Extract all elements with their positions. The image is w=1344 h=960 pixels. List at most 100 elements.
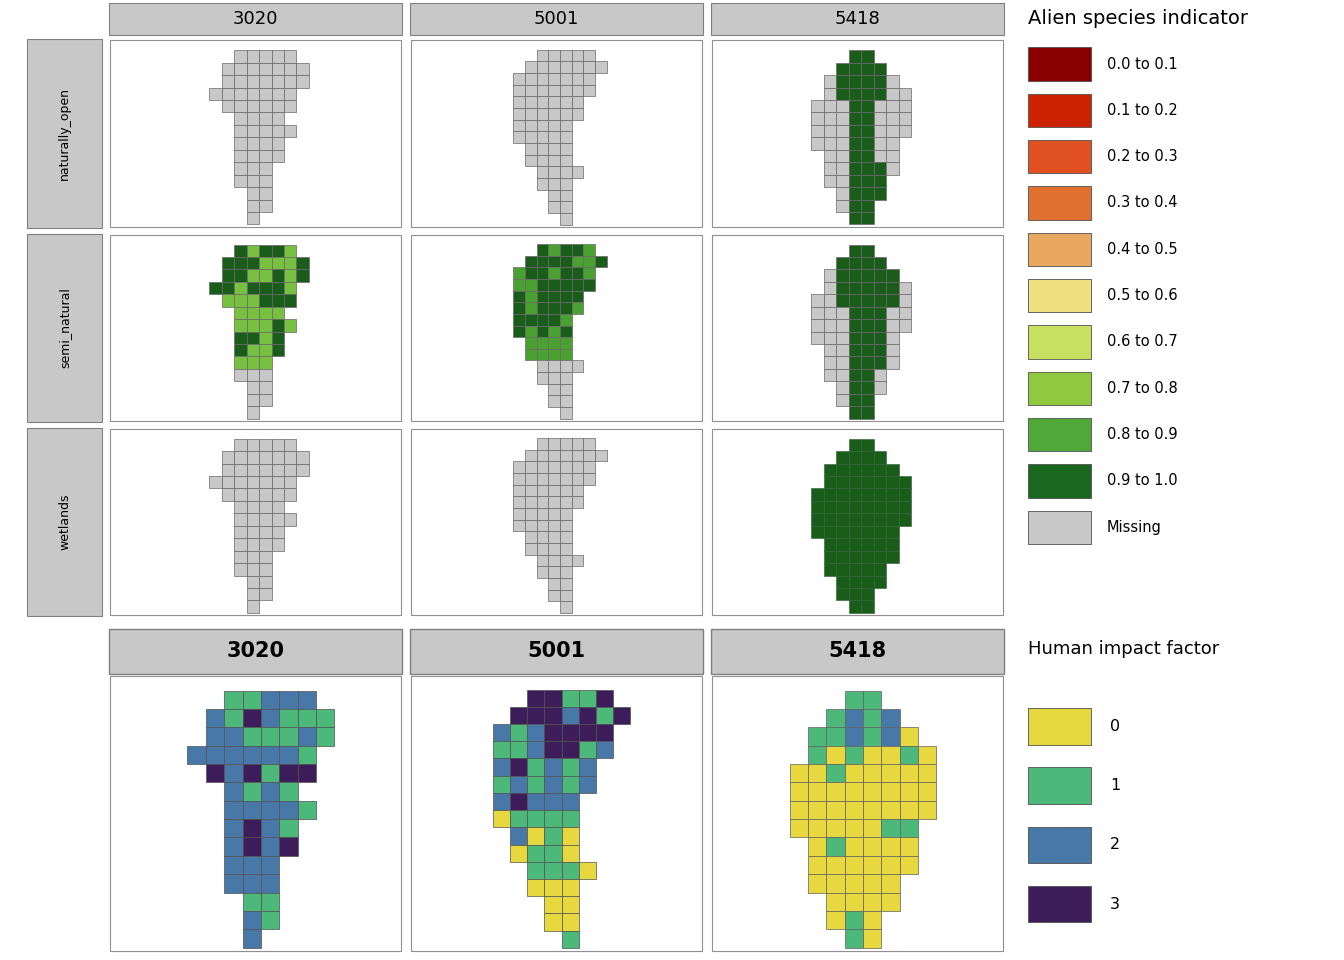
- Text: 5001: 5001: [534, 10, 579, 28]
- Bar: [284, 439, 297, 451]
- Bar: [836, 381, 849, 394]
- Bar: [560, 508, 571, 519]
- Text: 5418: 5418: [828, 641, 887, 661]
- Bar: [280, 708, 297, 728]
- Bar: [234, 344, 247, 356]
- Bar: [247, 356, 259, 369]
- Bar: [882, 856, 899, 875]
- Bar: [862, 539, 874, 551]
- Bar: [247, 588, 259, 600]
- Bar: [234, 75, 247, 87]
- Bar: [824, 476, 836, 489]
- Bar: [560, 166, 571, 178]
- Bar: [224, 856, 242, 875]
- Bar: [844, 782, 863, 801]
- Bar: [1028, 93, 1091, 127]
- Bar: [247, 539, 259, 551]
- Bar: [544, 897, 562, 914]
- Bar: [527, 810, 544, 828]
- Bar: [836, 551, 849, 564]
- Bar: [513, 314, 526, 325]
- Bar: [271, 75, 284, 87]
- Bar: [261, 875, 280, 893]
- Bar: [242, 708, 261, 728]
- Bar: [548, 143, 560, 155]
- Bar: [886, 75, 899, 87]
- Bar: [513, 485, 526, 496]
- Bar: [836, 187, 849, 200]
- Bar: [536, 143, 548, 155]
- Bar: [222, 464, 234, 476]
- Bar: [316, 728, 335, 746]
- Bar: [536, 438, 548, 450]
- Bar: [1028, 186, 1091, 220]
- Bar: [812, 489, 824, 501]
- Bar: [1028, 372, 1091, 405]
- Bar: [874, 514, 886, 526]
- Bar: [536, 496, 548, 508]
- Bar: [27, 233, 102, 422]
- Bar: [571, 291, 583, 302]
- Bar: [849, 476, 862, 489]
- Bar: [271, 526, 284, 539]
- Bar: [862, 489, 874, 501]
- Bar: [862, 501, 874, 514]
- Bar: [812, 100, 824, 112]
- Bar: [886, 112, 899, 125]
- Bar: [812, 137, 824, 150]
- Bar: [827, 782, 844, 801]
- Bar: [527, 862, 544, 879]
- Bar: [812, 501, 824, 514]
- Bar: [862, 381, 874, 394]
- Bar: [271, 50, 284, 62]
- Bar: [1028, 708, 1091, 745]
- Bar: [297, 728, 316, 746]
- Bar: [849, 282, 862, 295]
- Bar: [242, 837, 261, 856]
- Bar: [527, 828, 544, 845]
- Bar: [899, 837, 918, 856]
- Bar: [536, 450, 548, 462]
- Bar: [222, 270, 234, 282]
- Bar: [284, 100, 297, 112]
- Bar: [544, 741, 562, 758]
- Bar: [224, 782, 242, 801]
- Bar: [224, 837, 242, 856]
- Bar: [261, 856, 280, 875]
- Bar: [849, 331, 862, 344]
- Bar: [247, 75, 259, 87]
- Bar: [849, 526, 862, 539]
- Bar: [297, 801, 316, 819]
- Bar: [595, 724, 613, 741]
- Bar: [224, 708, 242, 728]
- Bar: [280, 819, 297, 837]
- Bar: [571, 255, 583, 267]
- Bar: [411, 676, 702, 951]
- Bar: [284, 50, 297, 62]
- Bar: [583, 473, 595, 485]
- Bar: [862, 439, 874, 451]
- Bar: [271, 476, 284, 489]
- Bar: [874, 489, 886, 501]
- Bar: [224, 801, 242, 819]
- Bar: [899, 476, 911, 489]
- Bar: [526, 450, 536, 462]
- Bar: [222, 451, 234, 464]
- Bar: [222, 62, 234, 75]
- Bar: [261, 893, 280, 911]
- Bar: [560, 361, 571, 372]
- Bar: [836, 112, 849, 125]
- Bar: [836, 514, 849, 526]
- Bar: [899, 801, 918, 819]
- Bar: [844, 837, 863, 856]
- Bar: [544, 879, 562, 897]
- Bar: [836, 539, 849, 551]
- Bar: [259, 125, 271, 137]
- Bar: [874, 464, 886, 476]
- Bar: [242, 911, 261, 929]
- Bar: [595, 61, 606, 73]
- Bar: [261, 837, 280, 856]
- Bar: [899, 489, 911, 501]
- Bar: [526, 120, 536, 132]
- Bar: [836, 87, 849, 100]
